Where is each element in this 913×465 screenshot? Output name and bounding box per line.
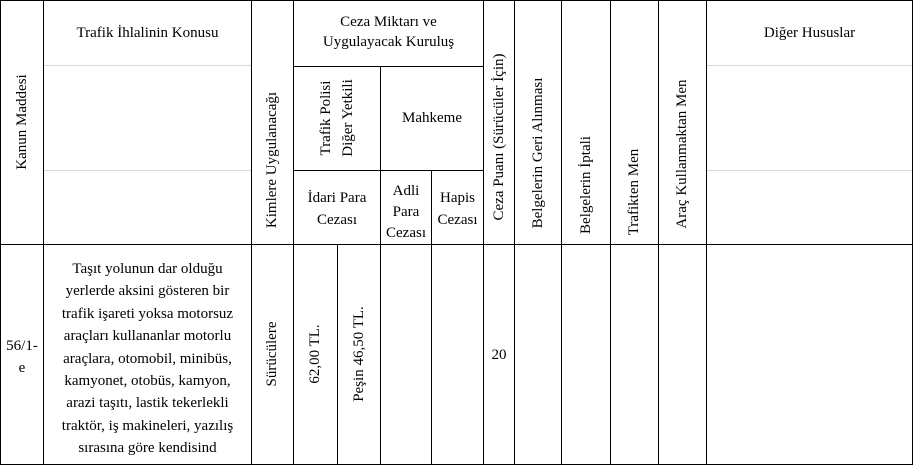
header-ceza-line1: Ceza Miktarı ve [340,14,437,30]
header-ceza-line2: Uygulayacak Kuruluş [322,34,455,50]
col-sep-idari-adli [380,170,381,465]
header-idari-line2: Cezası [317,212,357,228]
header-trafik-line2: Diğer Yetkili [340,79,356,157]
row-idari-tutar: 62,00 TL. [307,324,323,384]
faint-rule [706,65,912,66]
header-hapis-line2: Cezası [437,212,478,228]
header-hapis: Hapis Cezası [432,187,483,231]
row-konu-line: kamyonet, otobüs, kamyon, [64,373,231,390]
col-sep-idari-pesin [337,244,338,465]
header-trafikten-men: Trafikten Men [626,148,642,236]
col-sep [658,0,659,465]
row-konu-line: Taşıt yolunun dar olduğu [72,261,223,277]
header-diger: Diğer Hususlar [763,25,856,41]
row-konu-line: arazi taşıtı, lastik tekerlekli [66,395,229,412]
faint-rule [44,65,251,66]
row-konu-line: sırasına göre kendisind [78,440,217,457]
header-kimlere: Kimlere Uygulanacağı [264,91,280,229]
border-ceza-sub [293,66,483,67]
row-konu: Taşıt yolunun dar olduğu yerlerde aksini… [44,258,251,460]
row-konu-line: yerlerde aksini gösteren bir [65,283,230,300]
col-sep [610,0,611,465]
col-sep [293,0,294,465]
header-adli-line1: Adli [392,183,420,199]
faint-rule [706,170,912,171]
header-trafik-line1: Trafik Polisi [318,80,334,156]
header-ihlal-konusu: Trafik İhlalinin Konusu [76,25,219,41]
header-ceza-miktari: Ceza Miktarı ve Uygulayacak Kuruluş [294,12,483,52]
header-ceza-puani: Ceza Puanı (Sürücüler İçin) [491,53,507,221]
row-konu-line: trafik işareti yoksa motorsuz [61,305,234,322]
header-trafik-polisi: Trafik Polisi Diğer Yetkili [315,79,359,157]
row-madde-line1: 56/1- [6,338,38,354]
row-konu-line: araçları kullananlar motorlu [63,328,232,345]
col-sep [483,0,484,465]
border-ceza-sub2 [293,170,483,171]
row-madde-line2: e [18,360,26,376]
header-idari-line1: İdari Para [307,190,367,206]
col-sep [561,0,562,465]
row-konu-line: traktör, iş makineleri, yazılış [61,417,234,434]
faint-rule [44,170,251,171]
border-left [0,0,1,465]
col-sep [251,0,252,465]
header-adli-line2: Para [392,204,420,220]
row-konu-line: araçlara, otomobil, minibüs, [63,350,232,367]
header-adli-line3: Cezası [386,225,426,241]
col-sep [514,0,515,465]
col-sep [43,0,44,465]
header-idari: İdari Para Cezası [294,187,380,231]
row-kimlere: Sürücülere [264,321,280,387]
header-adli: Adli Para Cezası [381,181,431,244]
header-arac-men: Araç Kullanmaktan Men [674,79,690,229]
col-sep-trafik-mahkeme [380,66,381,170]
header-belge-iptal: Belgelerin İptali [578,136,594,234]
header-belge-geri: Belgelerin Geri Alınması [530,77,546,229]
col-sep-adli-hapis [431,170,432,465]
col-sep [706,0,707,465]
header-mahkeme: Mahkeme [402,110,462,126]
row-ceza-puani: 20 [491,347,507,363]
row-madde: 56/1- e [1,335,43,379]
border-header-bottom [0,244,913,245]
border-top [0,0,913,1]
header-kanun-maddesi: Kanun Maddesi [14,74,30,170]
header-hapis-line1: Hapis [440,190,475,206]
row-pesin-tutar: Peşin 46,50 TL. [351,306,367,402]
